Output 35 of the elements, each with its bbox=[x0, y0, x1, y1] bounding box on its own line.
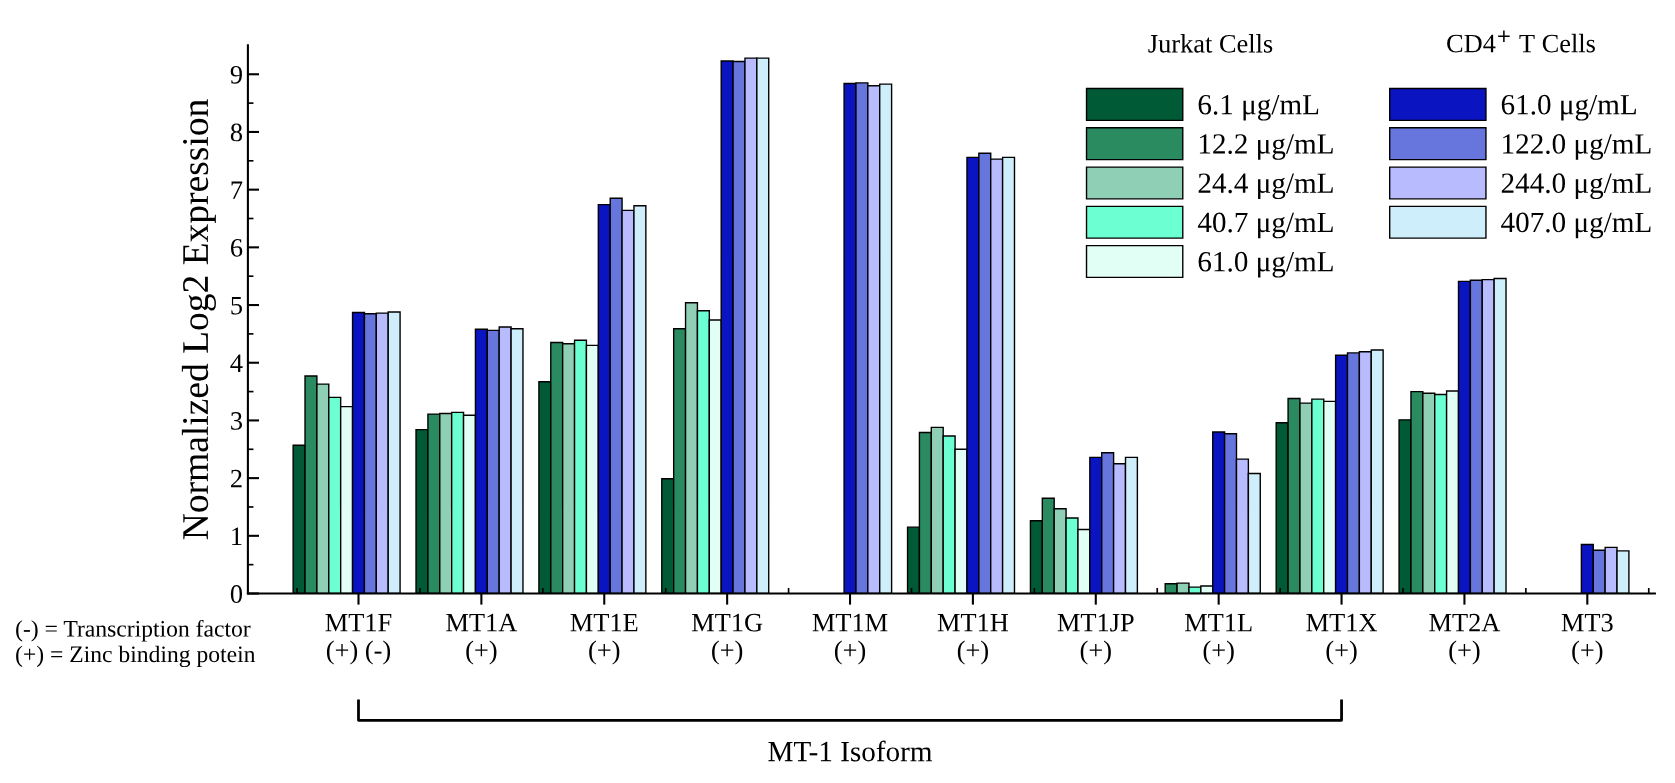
legend-label: 244.0 μg/mL bbox=[1501, 173, 1651, 200]
text: (-) = Transcription factor (+) = Zinc binding potein bbox=[16, 619, 256, 668]
legend-label: 12.2 μg/mL bbox=[1199, 134, 1333, 160]
x-tick-label: MT1E (+) bbox=[570, 613, 638, 665]
x-tick-label: MT1H (+) bbox=[937, 613, 1009, 665]
y-tick-label: 8 bbox=[230, 123, 243, 142]
legend-label: 24.4 μg/mL bbox=[1198, 173, 1333, 200]
y-tick-label: 3 bbox=[231, 412, 243, 430]
y-tick-label: 6 bbox=[230, 239, 243, 257]
legend-label: 61.0 μg/mL bbox=[1198, 251, 1333, 278]
x-tick-label: MT1G (+) bbox=[691, 613, 763, 665]
x-tick-label: MT1X (+) bbox=[1306, 613, 1377, 665]
legend-label: 122.0 μg/mL bbox=[1503, 134, 1651, 160]
x-tick-label: MT2A (+) bbox=[1429, 613, 1501, 665]
text: Jurkat Cells bbox=[1148, 34, 1273, 53]
x-tick-label: MT1A (+) bbox=[446, 613, 518, 665]
legend-label: 40.7 μg/mL bbox=[1197, 212, 1333, 239]
y-tick-label: 0 bbox=[230, 585, 243, 603]
y-tick-label: 7 bbox=[231, 181, 243, 199]
y-tick-label: 4 bbox=[230, 354, 243, 372]
y-tick-label: 5 bbox=[231, 296, 243, 315]
x-tick-label: MT3 (+) bbox=[1561, 613, 1613, 665]
y-axis-title: Normalized Log2 Expression bbox=[181, 99, 216, 540]
y-tick-label: 1 bbox=[232, 527, 242, 545]
legend-label: 6.1 μg/mL bbox=[1198, 94, 1319, 121]
text: CD4$^{+}$ T Cells bbox=[1447, 30, 1595, 53]
x-tick-label: MT1F (+) (-) bbox=[325, 613, 392, 665]
x-tick-label: MT1M (+) bbox=[812, 613, 888, 665]
y-tick-label: 2 bbox=[231, 469, 242, 488]
legend-label: 61.0 μg/mL bbox=[1501, 94, 1636, 121]
x-tick-label: MT1JP (+) bbox=[1057, 613, 1134, 665]
y-tick-label: 9 bbox=[230, 65, 242, 84]
text: MT-1 Isoform bbox=[768, 740, 933, 762]
legend-label: 407.0 μg/mL bbox=[1501, 212, 1651, 239]
x-tick-label: MT1L (+) bbox=[1184, 613, 1252, 665]
